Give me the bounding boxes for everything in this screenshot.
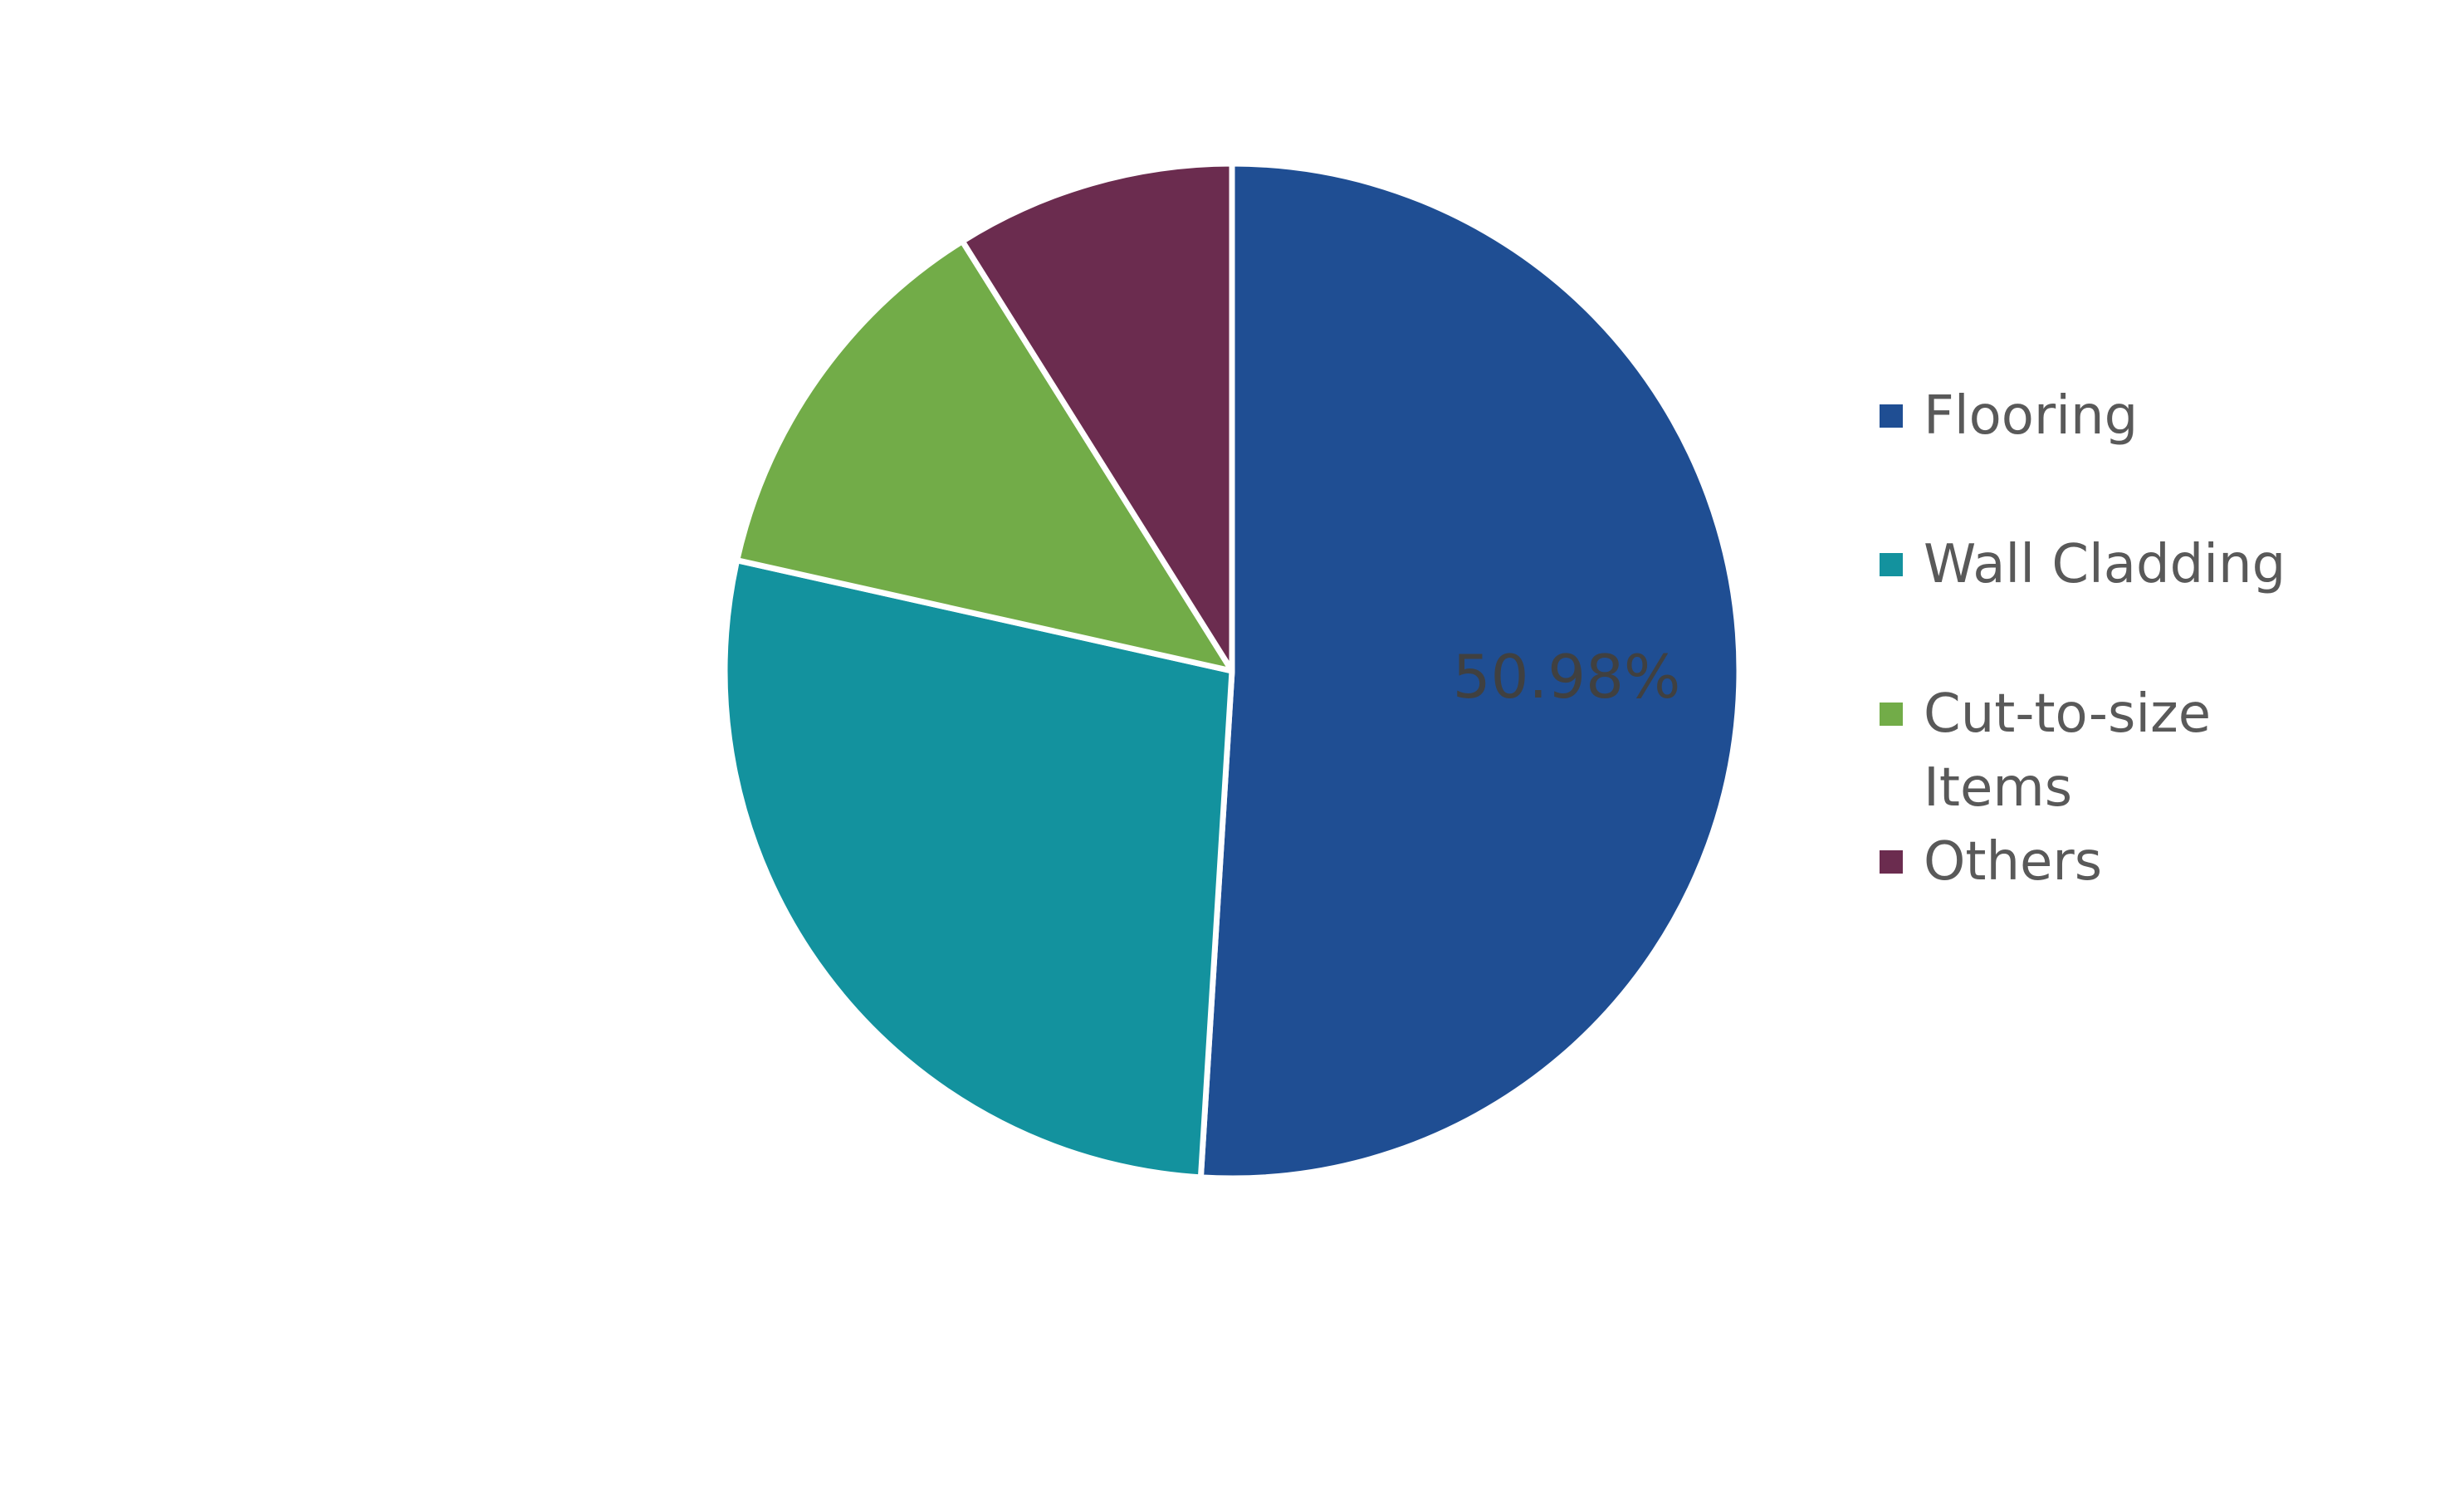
legend-item: Others xyxy=(1880,825,2102,899)
data-label: 50.98% xyxy=(1453,642,1681,712)
legend-item: Flooring xyxy=(1880,379,2138,453)
legend-label: Others xyxy=(1924,831,2103,893)
pie-slice xyxy=(1197,160,1743,1182)
pie-slice xyxy=(959,160,1235,674)
legend-item: Wall Cladding xyxy=(1880,528,2286,602)
legend-label: Flooring xyxy=(1924,385,2139,447)
legend-swatch xyxy=(1880,404,1903,428)
legend-swatch xyxy=(1880,553,1903,576)
legend-label: Cut-to-size Items xyxy=(1924,683,2212,819)
legend-swatch xyxy=(1880,703,1903,726)
legend-label: Wall Cladding xyxy=(1924,534,2286,595)
legend-item: Cut-to-size Items xyxy=(1880,678,2372,825)
pie-slice xyxy=(734,237,1235,674)
legend-swatch xyxy=(1880,850,1903,874)
pie-slice xyxy=(721,557,1235,1181)
